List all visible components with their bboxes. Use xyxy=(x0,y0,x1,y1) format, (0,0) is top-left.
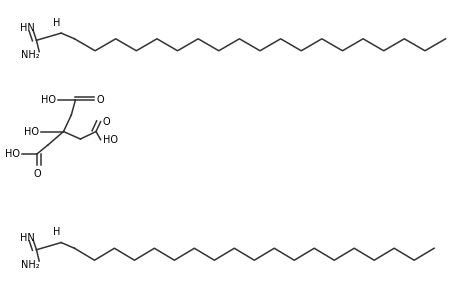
Text: HN: HN xyxy=(19,23,34,33)
Text: HO: HO xyxy=(41,95,56,105)
Text: O: O xyxy=(103,117,111,127)
Text: O: O xyxy=(33,169,41,179)
Text: HO: HO xyxy=(24,127,39,137)
Text: NH₂: NH₂ xyxy=(21,50,39,60)
Text: O: O xyxy=(96,95,104,105)
Text: NH₂: NH₂ xyxy=(21,260,39,270)
Text: HO: HO xyxy=(103,135,118,145)
Text: HO: HO xyxy=(5,149,20,159)
Text: H: H xyxy=(53,18,60,28)
Text: H: H xyxy=(53,227,60,237)
Text: HN: HN xyxy=(19,233,34,243)
